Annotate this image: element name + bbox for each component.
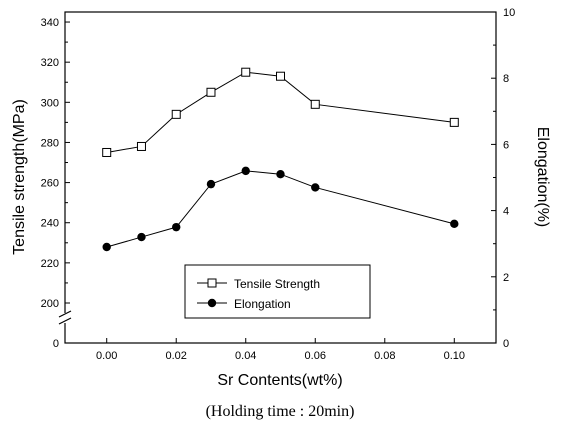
left-tick-label: 280 [41, 137, 59, 149]
legend-label-elongation: Elongation [234, 297, 291, 311]
x-tick-label: 0.00 [96, 350, 117, 362]
chart-caption: (Holding time : 20min) [206, 403, 355, 420]
left-tick-label: 220 [41, 258, 59, 270]
data-point-elongation [172, 222, 181, 232]
data-point-tensile-strength [206, 87, 216, 97]
left-tick-label: 320 [41, 57, 59, 69]
legend: Tensile Strength Elongation [184, 264, 371, 319]
series-line-tensile-strength [106, 71, 455, 153]
data-point-elongation [102, 242, 111, 252]
legend-box [184, 264, 371, 319]
x-tick-label: 0.08 [374, 350, 395, 362]
data-point-tensile-strength [136, 141, 146, 151]
data-point-tensile-strength [310, 99, 320, 109]
data-point-elongation [276, 169, 285, 179]
data-point-tensile-strength [276, 71, 285, 81]
axis-break-slash [58, 317, 72, 325]
left-tick-label: 200 [41, 298, 59, 310]
axis-break-gap [61, 313, 69, 323]
x-tick-label: 0.04 [235, 350, 256, 362]
left-tick-label: 300 [41, 97, 59, 109]
legend-marker-elongation [207, 298, 217, 308]
data-point-elongation [311, 183, 320, 192]
left-tick-label: 0 [53, 338, 59, 350]
right-tick-label: 0 [503, 338, 509, 350]
right-tick-label: 10 [503, 7, 515, 19]
left-tick-label: 260 [41, 178, 59, 190]
axis-break-mark [58, 310, 72, 325]
axis-ticks: 0.00 0.02 0.04 0.06 0.08 0.100200220240260280… [41, 7, 516, 362]
left-tick-label: 340 [41, 17, 59, 29]
x-tick-label: 0.10 [444, 350, 465, 362]
legend-label-tensile: Tensile Strength [234, 277, 320, 291]
data-series [102, 67, 459, 252]
right-tick-label: 6 [503, 139, 509, 151]
data-point-tensile-strength [171, 109, 181, 119]
data-point-elongation [450, 219, 459, 229]
right-tick-label: 4 [503, 206, 509, 218]
x-tick-label: 0.02 [166, 350, 187, 362]
left-tick-label: 240 [41, 218, 59, 230]
data-point-tensile-strength [449, 117, 459, 127]
data-point-elongation [241, 166, 250, 176]
right-tick-label: 8 [503, 73, 509, 85]
left-axis-title: Tensile strength(MPa) [11, 99, 28, 255]
right-axis-title: Elongation(%) [534, 127, 551, 228]
data-point-elongation [206, 179, 216, 189]
axis-break-slash [58, 310, 72, 318]
data-point-tensile-strength [241, 67, 251, 77]
data-point-elongation [137, 232, 146, 242]
data-point-tensile-strength [102, 147, 112, 157]
x-tick-label: 0.06 [305, 350, 326, 362]
series-line-elongation [106, 170, 455, 248]
x-axis-title: Sr Contents(wt%) [217, 372, 342, 389]
legend-marker-tensile [207, 278, 217, 288]
right-tick-label: 2 [503, 272, 509, 284]
